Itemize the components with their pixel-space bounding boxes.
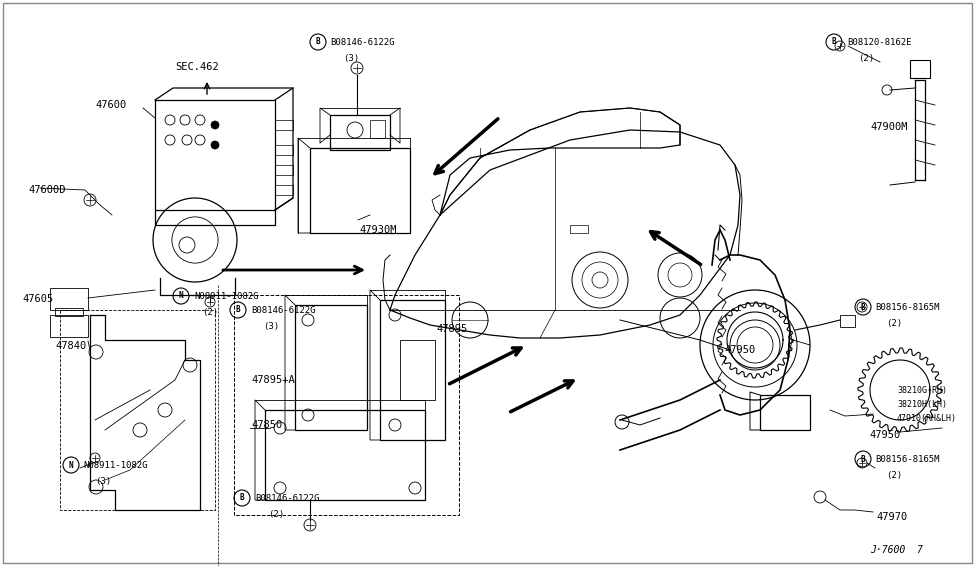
Text: 47970: 47970 <box>876 512 908 522</box>
Text: (2): (2) <box>268 510 284 519</box>
Text: B: B <box>236 306 240 315</box>
Bar <box>275 145 293 155</box>
Bar <box>400 340 435 400</box>
Text: 47600: 47600 <box>95 100 126 110</box>
Bar <box>155 100 275 210</box>
Bar <box>275 185 293 195</box>
Text: B: B <box>832 37 837 46</box>
Text: B08120-8162E: B08120-8162E <box>847 38 912 47</box>
Text: B: B <box>861 454 866 464</box>
Text: B08156-8165M: B08156-8165M <box>875 455 940 464</box>
Bar <box>570 225 588 233</box>
Text: 47950: 47950 <box>724 345 756 355</box>
Text: 47840: 47840 <box>55 341 86 351</box>
Text: 47910(RH&LH): 47910(RH&LH) <box>897 414 957 423</box>
Text: J·7600  7: J·7600 7 <box>870 545 923 555</box>
Text: B08146-6122G: B08146-6122G <box>330 38 395 47</box>
Bar <box>380 300 445 440</box>
Text: (2): (2) <box>886 471 902 480</box>
Text: 38210H(LH): 38210H(LH) <box>897 400 947 409</box>
Text: 47930M: 47930M <box>359 225 397 235</box>
Text: 47895: 47895 <box>436 324 467 334</box>
Bar <box>330 115 390 150</box>
Bar <box>55 308 83 316</box>
Text: 47950: 47950 <box>869 430 900 440</box>
Bar <box>370 120 385 138</box>
Bar <box>760 395 810 430</box>
Circle shape <box>211 121 219 129</box>
Bar <box>50 288 88 310</box>
Text: B08146-6122G: B08146-6122G <box>255 494 320 503</box>
Text: 47850: 47850 <box>251 420 282 430</box>
Circle shape <box>211 141 219 149</box>
Bar <box>60 310 215 510</box>
Text: B08156-8165M: B08156-8165M <box>875 303 940 312</box>
Text: B: B <box>316 37 321 46</box>
Bar <box>310 148 410 233</box>
Bar <box>295 305 367 430</box>
Text: N: N <box>68 461 73 470</box>
Text: N08911-1082G: N08911-1082G <box>83 461 147 470</box>
Text: (2): (2) <box>858 54 875 63</box>
Bar <box>265 410 425 500</box>
Text: 47895+A: 47895+A <box>251 375 294 385</box>
Text: N08911-1082G: N08911-1082G <box>194 292 258 301</box>
Text: 47605: 47605 <box>22 294 54 304</box>
Text: N: N <box>178 291 183 301</box>
Bar <box>910 60 930 78</box>
Text: (2): (2) <box>886 319 902 328</box>
Bar <box>275 120 293 130</box>
Bar <box>234 295 459 515</box>
Text: B: B <box>240 494 245 503</box>
Bar <box>275 165 293 175</box>
Text: 38210G(RH): 38210G(RH) <box>897 386 947 395</box>
Text: (3): (3) <box>95 477 111 486</box>
Text: (3): (3) <box>263 322 279 331</box>
Bar <box>50 315 88 337</box>
Text: 47900M: 47900M <box>870 122 908 132</box>
Text: (3): (3) <box>343 54 359 63</box>
Bar <box>840 315 855 327</box>
Text: 47600D: 47600D <box>28 185 65 195</box>
Text: SEC.462: SEC.462 <box>175 62 218 72</box>
Text: B08146-6122G: B08146-6122G <box>251 306 316 315</box>
Text: (2): (2) <box>202 308 218 317</box>
Text: B: B <box>861 302 866 311</box>
